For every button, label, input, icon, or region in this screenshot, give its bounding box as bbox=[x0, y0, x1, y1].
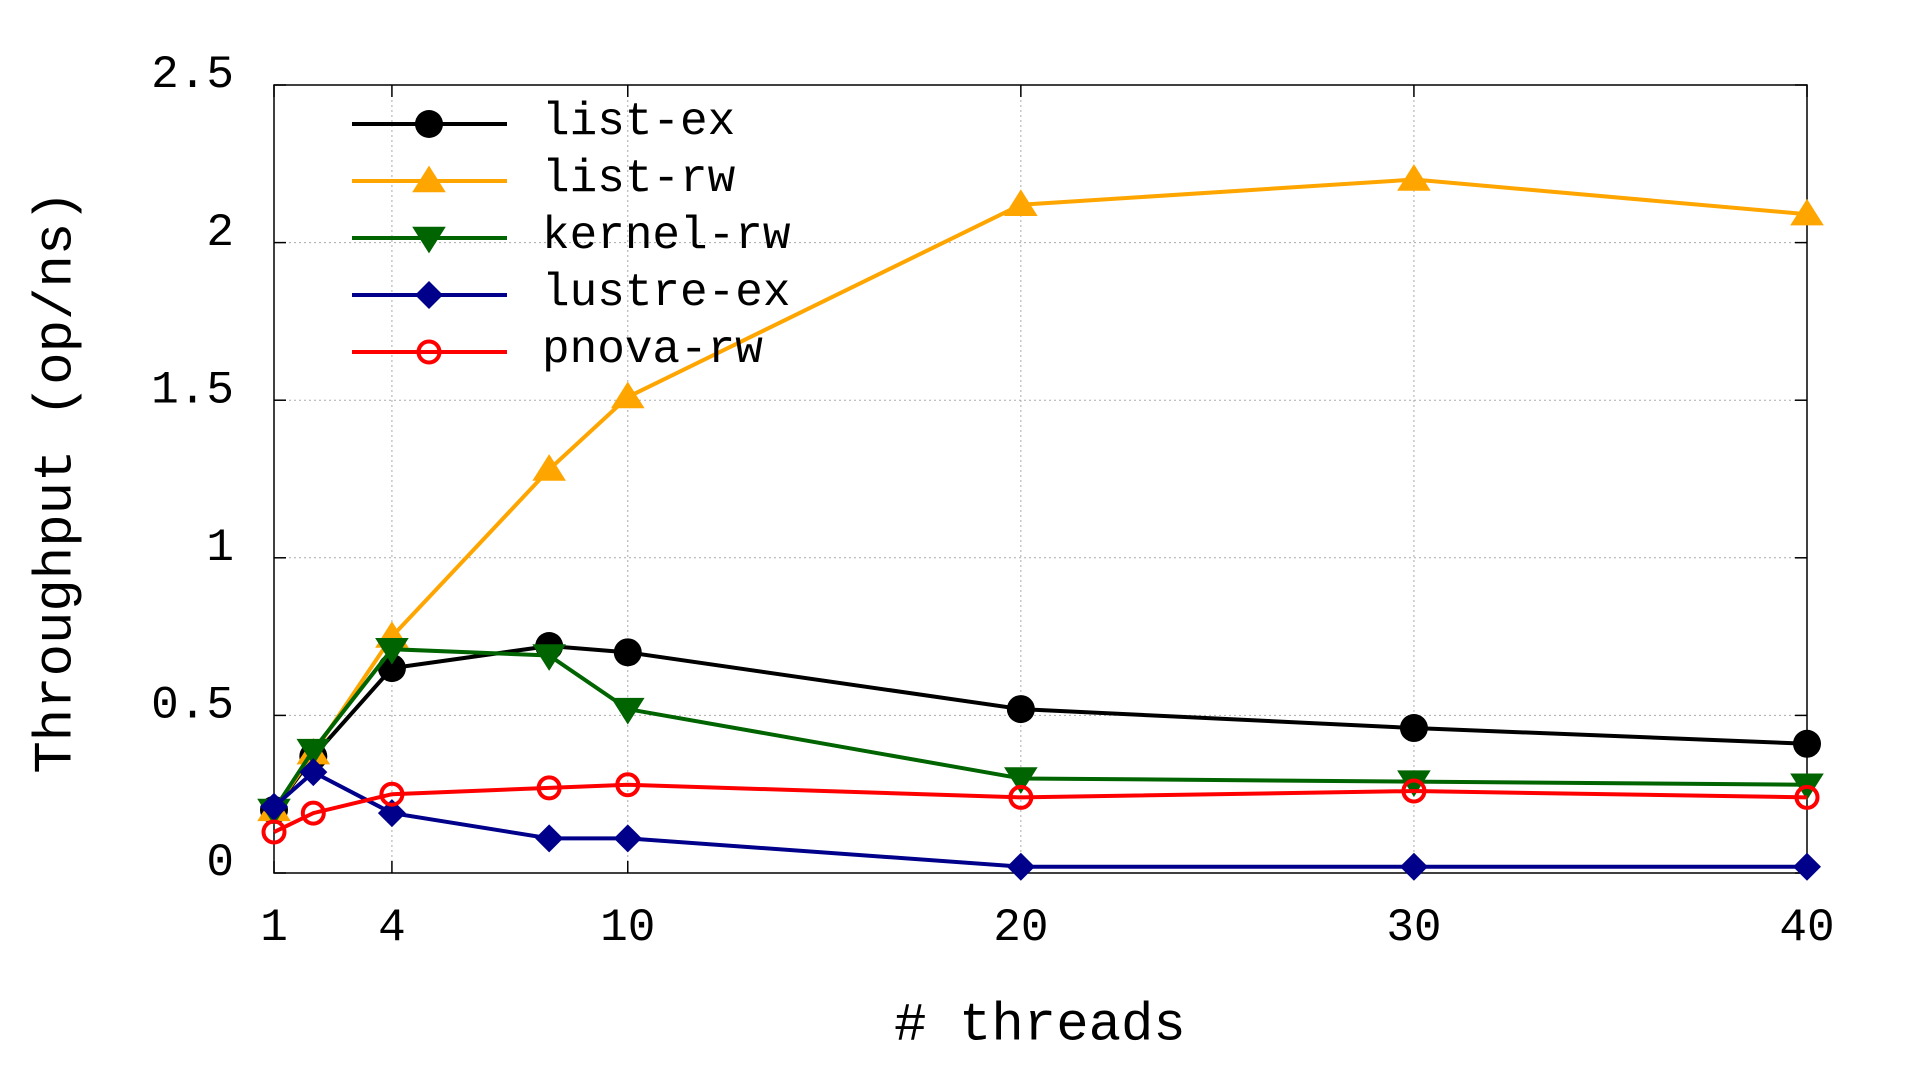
marker bbox=[1793, 852, 1821, 881]
y-tick-label: 0.5 bbox=[151, 680, 234, 732]
marker bbox=[1004, 767, 1038, 794]
x-tick-label: 40 bbox=[1779, 902, 1834, 954]
marker bbox=[1397, 770, 1431, 797]
y-tick-label: 1.5 bbox=[151, 364, 234, 416]
marker bbox=[296, 738, 331, 766]
marker bbox=[613, 638, 642, 667]
marker bbox=[613, 824, 642, 853]
legend-marker bbox=[415, 110, 443, 138]
marker bbox=[260, 792, 288, 821]
marker bbox=[377, 799, 406, 828]
marker bbox=[615, 772, 641, 798]
legend-label: pnova-rw bbox=[542, 324, 763, 376]
y-axis-title: Throughput (op/ns) bbox=[26, 190, 87, 773]
legend-label: list-ex bbox=[542, 96, 735, 148]
series-line bbox=[273, 782, 1808, 834]
marker bbox=[536, 775, 562, 801]
legend-marker bbox=[412, 226, 446, 254]
marker bbox=[300, 800, 326, 826]
marker bbox=[1399, 852, 1428, 881]
marker bbox=[1397, 164, 1431, 191]
marker bbox=[261, 819, 287, 845]
marker bbox=[1006, 695, 1035, 724]
marker bbox=[1004, 189, 1038, 216]
legend-label: list-rw bbox=[542, 153, 736, 205]
x-tick-label: 10 bbox=[600, 902, 655, 954]
marker bbox=[532, 644, 566, 671]
marker bbox=[1401, 778, 1427, 804]
marker bbox=[1399, 714, 1428, 743]
marker bbox=[1790, 198, 1824, 226]
marker bbox=[610, 697, 645, 725]
series-line bbox=[272, 647, 1808, 812]
x-tick-label: 30 bbox=[1386, 902, 1441, 954]
series-line bbox=[272, 769, 1807, 869]
x-tick-label: 20 bbox=[993, 902, 1048, 954]
x-tick-label: 4 bbox=[378, 902, 406, 954]
x-tick-label: 1 bbox=[260, 902, 288, 954]
legend-marker bbox=[416, 339, 442, 365]
marker bbox=[1006, 852, 1035, 881]
plot-frame bbox=[273, 84, 1808, 874]
marker bbox=[535, 824, 564, 853]
x-axis-title: # threads bbox=[894, 995, 1186, 1056]
marker bbox=[299, 758, 328, 787]
marker bbox=[375, 638, 409, 665]
y-tick-label: 0 bbox=[206, 837, 234, 889]
marker bbox=[610, 381, 645, 409]
marker bbox=[1008, 784, 1034, 810]
marker bbox=[1794, 784, 1820, 810]
legend-label: lustre-ex bbox=[542, 267, 790, 319]
marker bbox=[379, 781, 405, 807]
y-tick-label: 1 bbox=[206, 522, 234, 574]
marker bbox=[1793, 729, 1821, 758]
legend-marker bbox=[415, 281, 443, 309]
legend-label: kernel-rw bbox=[542, 210, 791, 262]
legend-marker bbox=[412, 165, 446, 193]
marker bbox=[532, 454, 566, 481]
y-tick-label: 2.5 bbox=[151, 49, 234, 101]
series-line bbox=[272, 644, 1808, 812]
y-tick-label: 2 bbox=[206, 207, 234, 259]
